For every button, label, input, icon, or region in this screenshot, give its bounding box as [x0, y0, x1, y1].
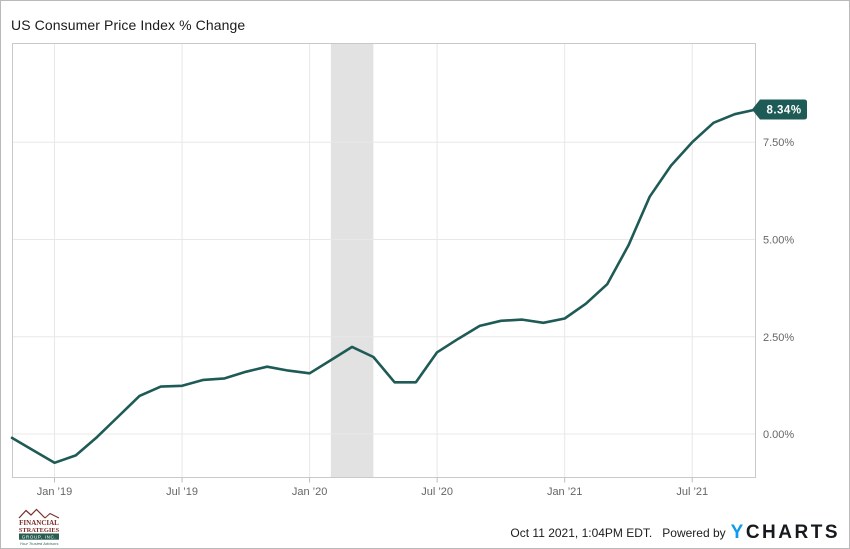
- ycharts-logo-charts: CHARTS: [745, 522, 840, 543]
- chart-title: US Consumer Price Index % Change: [11, 17, 246, 33]
- recession-band: [330, 43, 374, 478]
- footer-timestamp: Oct 11 2021, 1:04PM EDT.: [510, 526, 653, 540]
- last-value-badge: [752, 99, 807, 120]
- x-axis-label: Jan ’19: [37, 486, 72, 498]
- x-axis-label: Jul ’19: [166, 486, 198, 498]
- y-axis-label: 7.50%: [763, 137, 794, 149]
- logo-tagline: Your Trusted Advisors: [20, 541, 59, 546]
- last-value-label: 8.34%: [766, 105, 801, 117]
- financial-strategies-logo: FINANCIAL STRATEGIES GROUP, INC. Your Tr…: [18, 508, 60, 546]
- plot-border: [12, 43, 756, 478]
- y-axis-label: 0.00%: [763, 429, 794, 441]
- ycharts-logo: YCHARTS: [731, 522, 840, 544]
- logo-bar: [19, 533, 59, 540]
- x-axis-label: Jan ’20: [292, 486, 327, 498]
- ycharts-logo-y: Y: [730, 522, 746, 543]
- x-axis-label: Jul ’21: [676, 486, 708, 498]
- x-axis-label: Jul ’20: [421, 486, 453, 498]
- powered-by-label: Powered by: [662, 526, 726, 540]
- logo-mountains-icon: [44, 512, 60, 519]
- x-axis-label: Jan ’21: [547, 486, 582, 498]
- logo-mountains-icon: [18, 508, 46, 519]
- logo-line3: GROUP, INC.: [22, 534, 57, 539]
- logo-line2: STRATEGIES: [19, 527, 60, 534]
- logo-line1: FINANCIAL: [19, 519, 59, 527]
- y-axis-label: 5.00%: [763, 234, 794, 246]
- cpi-line: [10, 108, 758, 465]
- y-axis-label: 2.50%: [763, 332, 794, 344]
- footer: Oct 11 2021, 1:04PM EDT. Powered by YCHA…: [510, 522, 840, 544]
